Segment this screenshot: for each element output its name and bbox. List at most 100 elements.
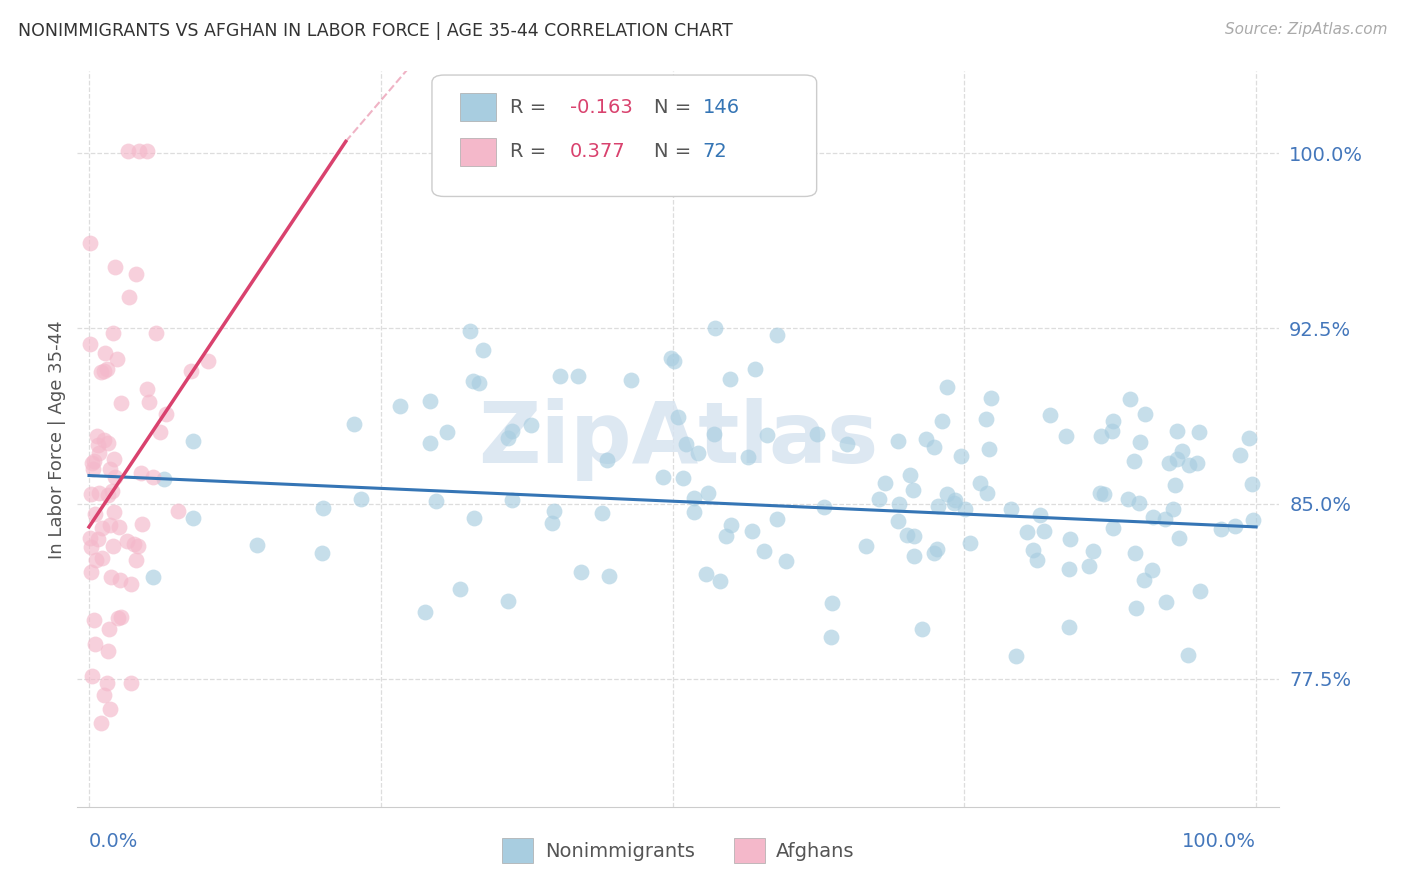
Point: [931, 414, 953, 428]
Point: [1123, 546, 1146, 560]
Point: [911, 622, 934, 636]
Point: [100, 483, 122, 498]
Point: [115, 533, 138, 548]
Point: [569, 566, 592, 580]
Point: [927, 500, 949, 514]
Point: [942, 496, 965, 510]
Point: [1188, 584, 1211, 599]
Point: [79, 540, 101, 554]
Point: [118, 290, 141, 304]
Point: [718, 372, 741, 386]
Legend: Nonimmigrants, Afghans: Nonimmigrants, Afghans: [494, 830, 863, 871]
Point: [969, 475, 991, 490]
Point: [419, 394, 441, 409]
Point: [744, 361, 766, 376]
Point: [145, 326, 167, 341]
Point: [766, 328, 789, 343]
Point: [87, 532, 110, 546]
Point: [697, 486, 720, 500]
Point: [598, 569, 620, 583]
Point: [496, 431, 519, 445]
Y-axis label: In Labor Force | Age 35-44: In Labor Force | Age 35-44: [48, 320, 66, 558]
Point: [980, 391, 1002, 405]
Point: [1166, 424, 1188, 438]
Point: [1166, 451, 1188, 466]
Point: [887, 434, 910, 448]
Point: [976, 486, 998, 500]
Point: [83, 637, 105, 651]
Point: [548, 368, 571, 383]
Point: [543, 504, 565, 518]
Point: [83, 613, 105, 627]
Point: [922, 440, 945, 454]
Point: [1022, 542, 1045, 557]
Point: [82, 462, 104, 476]
Point: [1239, 431, 1261, 445]
Point: [1171, 444, 1194, 458]
Point: [107, 611, 129, 625]
Point: [125, 553, 148, 567]
Point: [419, 435, 441, 450]
Point: [756, 428, 779, 442]
FancyBboxPatch shape: [432, 75, 817, 196]
Point: [96, 676, 118, 690]
Text: Source: ZipAtlas.com: Source: ZipAtlas.com: [1225, 22, 1388, 37]
Point: [501, 425, 523, 439]
Point: [1029, 508, 1052, 522]
Point: [463, 511, 485, 525]
Point: [105, 352, 128, 367]
Point: [922, 546, 945, 560]
Point: [1128, 496, 1150, 510]
Point: [104, 470, 127, 484]
Point: [501, 493, 523, 508]
Point: [671, 471, 693, 485]
Point: [1083, 543, 1105, 558]
Point: [101, 326, 124, 340]
Point: [197, 353, 219, 368]
Point: [149, 425, 172, 439]
Point: [945, 492, 967, 507]
Point: [520, 417, 543, 432]
Text: 146: 146: [703, 98, 740, 117]
Point: [155, 407, 177, 421]
Point: [311, 546, 333, 560]
Point: [1116, 491, 1139, 506]
Text: N =: N =: [654, 142, 697, 161]
Point: [1187, 456, 1209, 470]
Point: [138, 395, 160, 409]
Point: [136, 144, 159, 158]
Point: [1161, 502, 1184, 516]
Point: [122, 537, 145, 551]
Point: [103, 505, 125, 519]
Point: [82, 456, 104, 470]
Point: [1025, 553, 1047, 567]
Point: [1102, 521, 1125, 535]
Point: [903, 529, 925, 543]
Point: [80, 487, 103, 501]
Point: [652, 470, 675, 484]
Point: [153, 472, 176, 486]
Point: [98, 518, 121, 533]
Point: [1188, 425, 1211, 439]
Point: [167, 504, 190, 518]
Point: [1122, 453, 1144, 467]
Text: 0.377: 0.377: [571, 142, 626, 161]
Point: [1142, 563, 1164, 577]
Point: [875, 475, 897, 490]
Point: [1078, 559, 1101, 574]
Point: [620, 373, 643, 387]
Point: [1157, 456, 1180, 470]
Point: [86, 553, 108, 567]
Point: [716, 529, 738, 543]
Point: [90, 521, 112, 535]
Point: [925, 541, 948, 556]
Point: [180, 364, 202, 378]
Point: [86, 429, 108, 443]
Point: [1154, 595, 1177, 609]
Point: [98, 702, 121, 716]
Point: [741, 524, 763, 539]
Point: [87, 438, 110, 452]
Point: [350, 491, 373, 506]
Point: [953, 501, 976, 516]
Point: [436, 425, 458, 439]
